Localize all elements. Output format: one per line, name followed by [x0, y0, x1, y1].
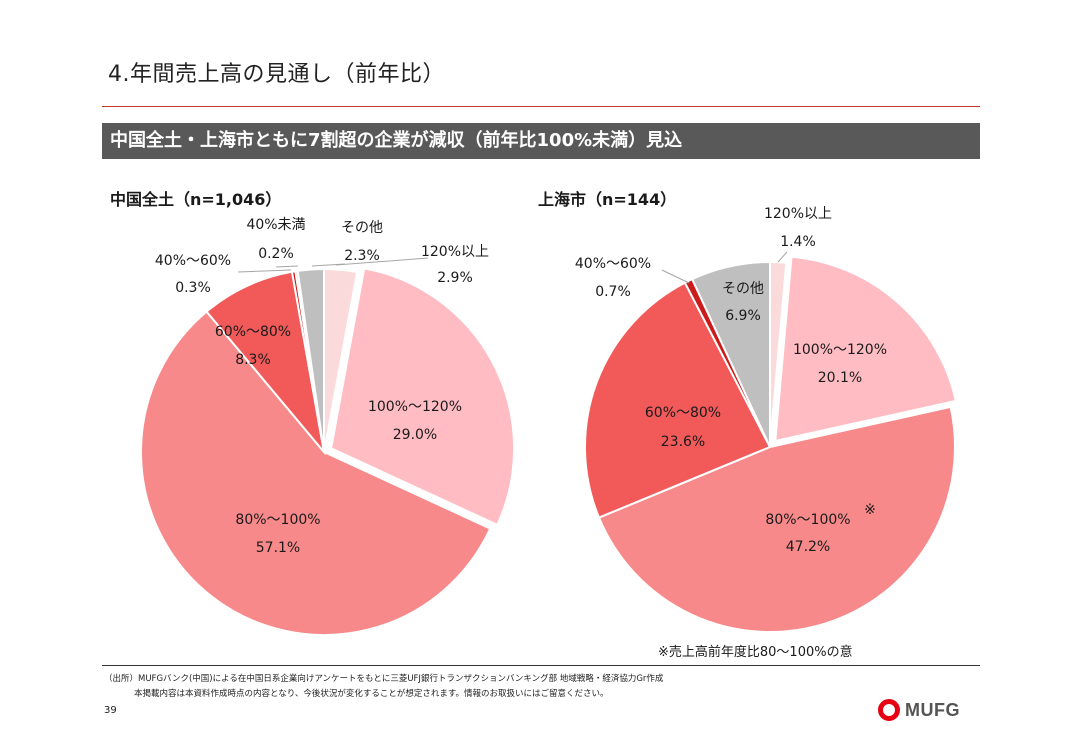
shanghai-slice-1 — [774, 255, 958, 443]
china-value-label-3: 8.3% — [235, 352, 271, 368]
china-slice-1 — [329, 267, 516, 527]
china-category-label-4: 40%～60% — [155, 253, 231, 269]
china-category-label-2: 80%～100% — [235, 512, 320, 528]
china-slice-2 — [140, 310, 492, 636]
china-leader-line-0 — [335, 257, 429, 266]
china-category-label-1: 100%～120% — [368, 399, 462, 415]
title-divider — [102, 106, 980, 107]
shanghai-value-label-4: 0.7% — [595, 284, 631, 300]
china-slice-3 — [205, 270, 326, 456]
disclaimer-text: 本掲載内容は本資料作成時点の内容となり、今後状況が変化することが想定されます。情… — [134, 689, 609, 699]
shanghai-chart-title: 上海市（n=144） — [538, 190, 677, 209]
page-title: 4.年間売上高の見通し（前年比） — [108, 62, 445, 87]
shanghai-leader-line-4 — [661, 269, 690, 284]
shanghai-slice-5 — [690, 260, 771, 448]
page-number: 39 — [104, 705, 117, 716]
china-category-label-5: 40%未満 — [246, 217, 305, 233]
china-leader-line-4 — [237, 269, 292, 273]
shanghai-value-label-2: 47.2% — [786, 539, 830, 555]
china-category-label-0: 120%以上 — [421, 244, 489, 260]
shanghai-category-label-3: 60%～80% — [645, 405, 721, 421]
shanghai-value-label-0: 1.4% — [780, 234, 816, 250]
shanghai-category-label-1: 100%～120% — [793, 342, 887, 358]
shanghai-slice-3 — [584, 281, 772, 519]
mufg-logo-text: MUFG — [905, 699, 960, 720]
china-category-label-6: その他 — [341, 220, 383, 236]
china-value-label-5: 0.2% — [258, 246, 294, 262]
shanghai-category-label-2: 80%～100% — [765, 512, 850, 528]
source-text: （出所）MUFGバンク(中国)による在中国日系企業向けアンケートをもとに三菱UF… — [104, 674, 664, 684]
china-value-label-1: 29.0% — [393, 427, 437, 443]
china-value-label-4: 0.3% — [175, 280, 211, 296]
footer-divider — [102, 665, 980, 666]
china-value-label-0: 2.9% — [437, 270, 473, 286]
shanghai-value-label-1: 20.1% — [818, 370, 862, 386]
china-category-label-3: 60%～80% — [215, 324, 291, 340]
china-leader-line-6 — [311, 263, 346, 267]
china-chart-title: 中国全土（n=1,046） — [110, 190, 282, 209]
china-value-label-6: 2.3% — [344, 248, 380, 264]
china-value-label-2: 57.1% — [256, 540, 300, 556]
shanghai-value-label-3: 23.6% — [661, 434, 705, 450]
shanghai-category-label-0: 120%以上 — [764, 206, 832, 222]
china-slice-6 — [296, 267, 325, 453]
shanghai-slice-2 — [597, 405, 956, 633]
shanghai-category-label-5: その他 — [722, 281, 764, 297]
shanghai-annotation-mark: ※ — [864, 502, 876, 518]
summary-banner: 中国全土・上海市ともに7割超の企業が減収（前年比100%未満）見込 — [102, 123, 980, 159]
footnote-note: ※売上高前年度比80～100%の意 — [658, 645, 853, 660]
mufg-logo: MUFG — [878, 699, 960, 721]
shanghai-leader-line-0 — [777, 251, 788, 263]
mufg-logo-mark — [878, 699, 900, 721]
shanghai-value-label-5: 6.9% — [725, 308, 761, 324]
shanghai-category-label-4: 40%～60% — [575, 256, 651, 272]
china-leader-line-5 — [275, 265, 299, 268]
